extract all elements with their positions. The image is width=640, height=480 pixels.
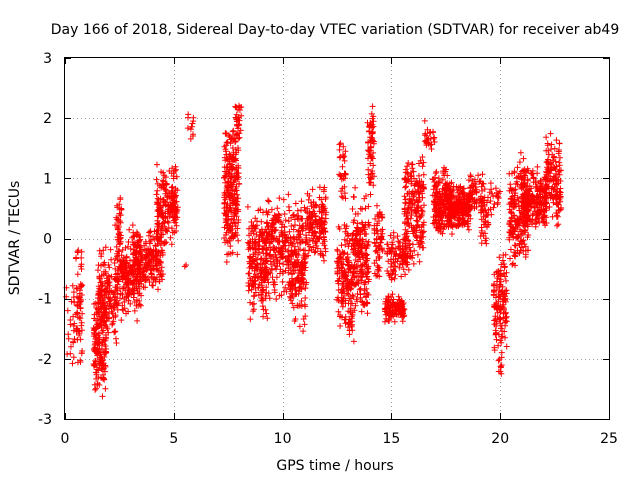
y-tick-label: 1 [43, 171, 52, 187]
x-tick-label: 0 [61, 431, 70, 447]
x-axis-label: GPS time / hours [276, 458, 393, 474]
data-points [63, 102, 565, 400]
y-axis-label: SDTVAR / TECUs [7, 181, 23, 296]
y-tick-label: -1 [38, 292, 52, 308]
x-tick-label: 25 [600, 431, 618, 447]
sdtvar-markers [63, 102, 565, 400]
x-tick-label: 10 [274, 431, 292, 447]
y-tick-label: -3 [38, 412, 52, 428]
x-tick-label: 20 [491, 431, 509, 447]
y-tick-label: -2 [38, 352, 52, 368]
y-tick-label: 3 [43, 51, 52, 67]
x-axis: 0 5 10 15 20 25 [61, 58, 618, 447]
plot-frame [64, 57, 610, 420]
y-axis: -3 -2 -1 0 1 2 3 [38, 51, 609, 428]
x-tick-label: 15 [382, 431, 400, 447]
y-tick-label: 2 [43, 111, 52, 127]
chart-title: Day 166 of 2018, Sidereal Day-to-day VTE… [51, 22, 620, 38]
y-tick-label: 0 [43, 232, 52, 248]
x-tick-label: 5 [169, 431, 178, 447]
